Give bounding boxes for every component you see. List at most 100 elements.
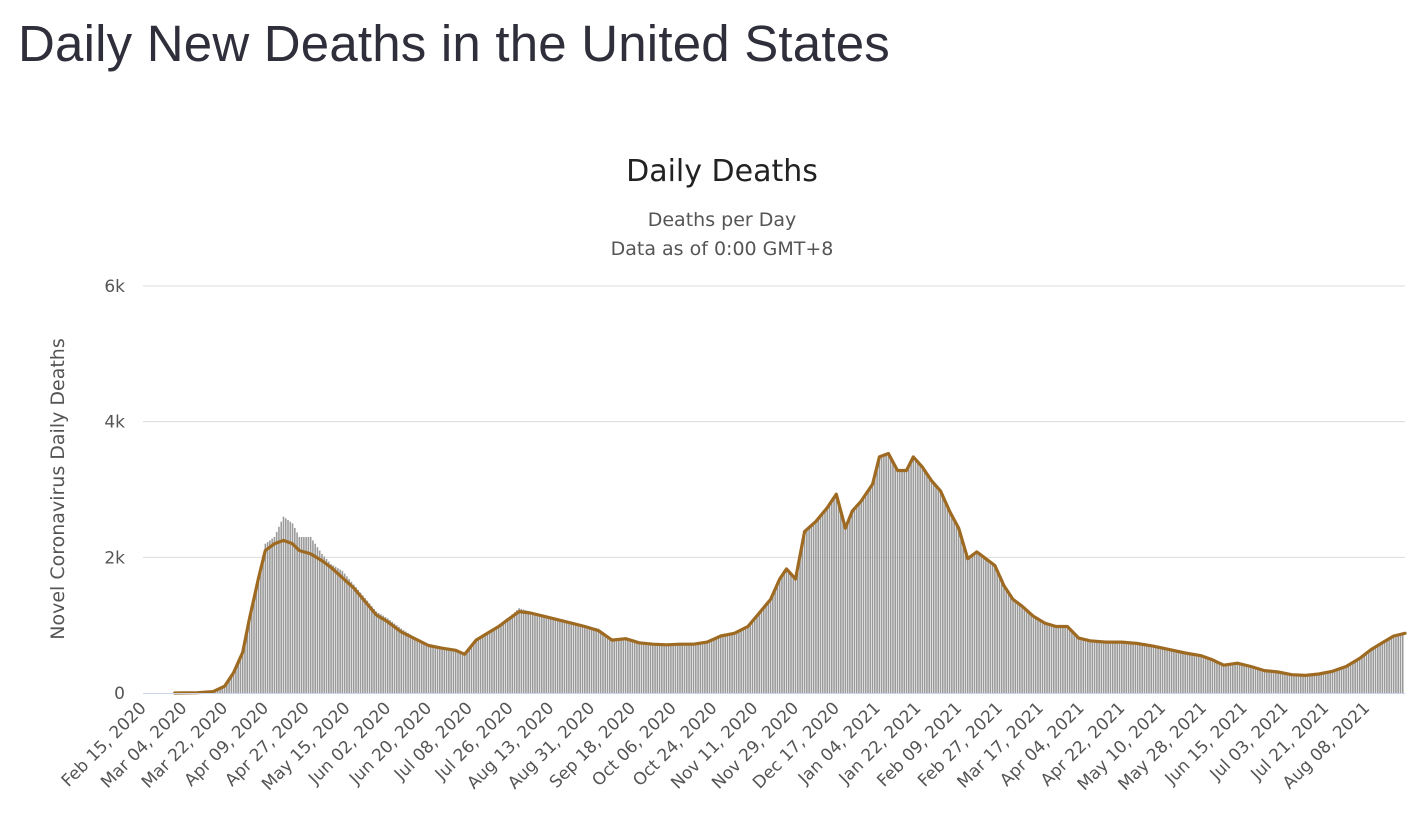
bars: [176, 452, 1404, 693]
bar: [321, 553, 323, 693]
bar: [1345, 665, 1347, 693]
bar: [309, 536, 312, 693]
bar: [1388, 638, 1390, 693]
bar: [380, 614, 382, 693]
bar: [1356, 659, 1359, 693]
bar: [339, 569, 341, 693]
bar: [1145, 644, 1148, 693]
bar: [667, 644, 670, 693]
bar: [951, 514, 953, 693]
bar: [479, 636, 482, 693]
bar: [903, 469, 906, 693]
bar: [618, 638, 620, 693]
bar: [382, 615, 384, 693]
bar: [1125, 641, 1128, 693]
bar: [867, 489, 869, 693]
bar: [769, 598, 772, 693]
bar: [1080, 637, 1082, 693]
bar: [928, 475, 930, 693]
bar: [930, 479, 933, 693]
bar: [860, 499, 863, 693]
bar: [801, 542, 804, 693]
bar: [640, 641, 643, 693]
bar: [1059, 625, 1062, 693]
bar: [1338, 668, 1341, 693]
bar: [364, 598, 366, 693]
bar: [874, 473, 876, 693]
bar: [1265, 670, 1268, 693]
bar: [1062, 625, 1064, 693]
bar: [1225, 664, 1227, 693]
bar: [1304, 674, 1307, 693]
bar: [395, 625, 398, 693]
bar: [905, 469, 908, 693]
bar: [1118, 641, 1121, 693]
bar: [1195, 654, 1198, 693]
bar: [597, 628, 600, 693]
bar: [1170, 649, 1173, 693]
bar: [411, 635, 414, 693]
bar: [1218, 662, 1221, 693]
bar: [840, 509, 842, 693]
bar: [402, 630, 405, 693]
bar: [511, 614, 514, 693]
bar: [1216, 661, 1218, 693]
bar: [1313, 673, 1316, 693]
bar: [758, 611, 761, 693]
bar: [912, 455, 915, 693]
bar: [257, 577, 260, 693]
bar: [1032, 614, 1035, 693]
bar: [633, 640, 636, 693]
bar: [255, 587, 258, 693]
bar: [248, 618, 251, 693]
bar: [495, 626, 498, 693]
bar: [350, 581, 353, 693]
bar: [835, 492, 838, 693]
bar: [1073, 632, 1075, 693]
bar: [405, 631, 407, 693]
bar: [1120, 641, 1123, 693]
bar: [246, 629, 249, 693]
bar: [824, 509, 826, 693]
bar: [1284, 672, 1286, 693]
bar: [239, 657, 242, 693]
bar: [910, 460, 912, 693]
bar: [864, 492, 867, 693]
bar: [570, 621, 573, 693]
bar: [651, 643, 654, 693]
bar: [946, 504, 949, 693]
bar: [701, 642, 704, 693]
bar: [284, 518, 287, 693]
bar: [1154, 646, 1157, 693]
bar: [416, 638, 418, 693]
bar: [767, 600, 770, 693]
bar: [1116, 641, 1119, 693]
bar: [554, 617, 557, 693]
bar: [627, 638, 629, 693]
bar: [1243, 664, 1245, 693]
bar: [674, 643, 677, 693]
bar: [1324, 671, 1327, 693]
bar: [1157, 646, 1159, 693]
bar: [1091, 640, 1094, 693]
bar: [871, 482, 874, 693]
y-tick-label: 0: [114, 684, 125, 704]
bar: [1333, 669, 1336, 693]
bar: [602, 631, 604, 693]
bar: [1256, 667, 1259, 693]
bar: [475, 638, 477, 693]
bar: [1186, 652, 1189, 693]
bar: [810, 524, 813, 693]
bar: [513, 612, 516, 693]
bar: [948, 509, 951, 693]
bar: [803, 530, 806, 693]
bar: [1395, 634, 1397, 693]
bar: [729, 633, 731, 693]
bar: [969, 555, 971, 693]
bar: [346, 576, 348, 693]
bar: [1057, 625, 1060, 693]
bar: [1164, 647, 1166, 693]
bar: [985, 557, 987, 693]
bar: [649, 643, 652, 693]
bar: [966, 557, 969, 693]
